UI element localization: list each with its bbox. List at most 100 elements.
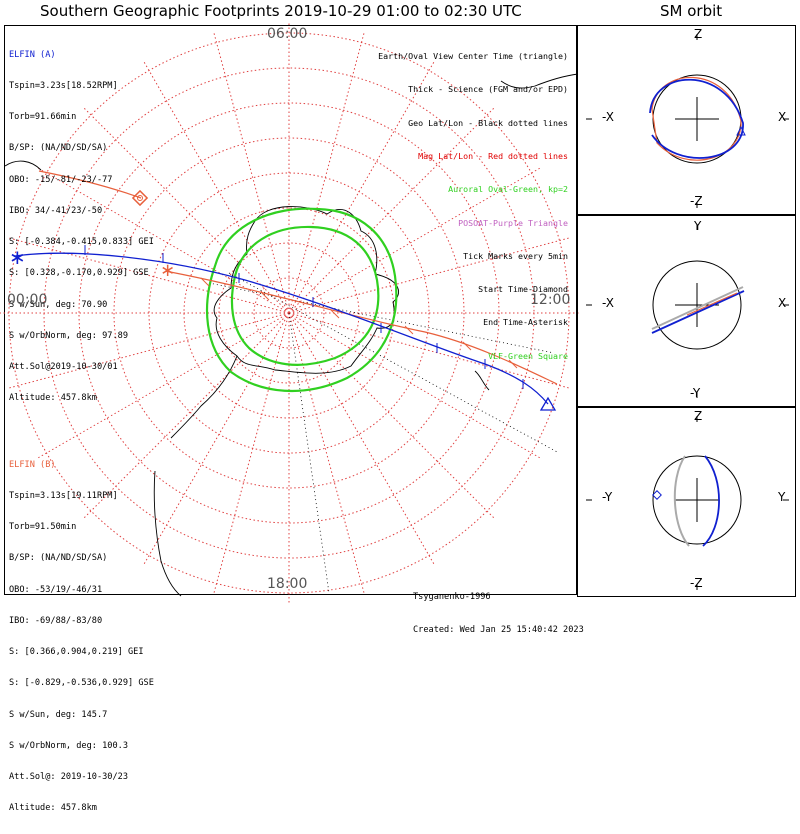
legend-item: Geo Lat/Lon - Black dotted lines [408, 117, 568, 128]
sm-panel-yz: Z -Z -Y Y [577, 407, 796, 597]
probe-b-line: S w/OrbNorm, deg: 100.3 [9, 740, 128, 751]
mag-lon-line [143, 312, 290, 565]
probe-b-tick-mark [200, 277, 210, 287]
mag-lat-circle [218, 242, 360, 384]
sm-orbit-xy-plot [586, 224, 789, 398]
probe-a-orbit [702, 455, 720, 547]
mag-lon-line [83, 107, 290, 314]
start-diamond [652, 490, 662, 500]
footprint-map: ∗∗ [0, 23, 579, 603]
legend-item: Earth/Oval View Center Time (triangle) [378, 51, 568, 62]
probe-b-tick-mark [462, 341, 472, 351]
sm-orbit-xz-plot [586, 34, 789, 208]
probe-a-line: S w/Sun, deg: 70.90 [9, 299, 108, 310]
probe-b-line: Torb=91.50min [9, 522, 77, 533]
mlt-label-top: 06:00 [267, 26, 308, 42]
mag-lon-line [288, 32, 365, 314]
sm-panel-xy: Y -Y -X X [577, 215, 796, 407]
mag-lon-line [37, 312, 290, 459]
probe-b-start-diamond [131, 189, 149, 207]
earth-circle [652, 260, 742, 350]
mag-lon-line [288, 312, 570, 389]
probe-a-line: S: [-0.384,-0.415,0.833] GEI [9, 237, 154, 248]
probe-b-line: OBO: -53/19/-46/31 [9, 584, 103, 595]
axis-label-top: Z [694, 409, 703, 423]
sm-orbit-yz-plot [586, 416, 789, 590]
geo-lat-lon-line [288, 312, 330, 594]
probe-a-line: OBO: -15/-81/-23/-77 [9, 174, 113, 185]
credits: Tsyganenko-1996 Created: Wed Jan 25 15:4… [413, 570, 584, 658]
mlt-label-right: 12:00 [530, 292, 571, 308]
probe-a-line: Altitude: 457.8km [9, 393, 97, 404]
mag-lat-circle [253, 277, 325, 349]
probe-a-line: Tspin=3.23s[18.52RPM] [9, 81, 118, 92]
axis-label-bottom: -Z [690, 194, 703, 208]
mag-lon-line [288, 237, 570, 314]
probe-b-track-segment [38, 170, 142, 199]
axis-label-right: X [778, 296, 787, 310]
sm-panel-xz: Z -Z -X X [577, 25, 796, 215]
legend-item: POSOAT-Purple Triangle [458, 217, 568, 228]
axis-label-left: -X [602, 110, 614, 124]
probe-a-line: IBO: 34/-41/23/-50 [9, 205, 103, 216]
axis-label-bottom: -Z [690, 576, 703, 590]
mag-lon-line [213, 32, 290, 314]
probe-a-line: B/SP: (NA/ND/SD/SA) [9, 143, 108, 154]
mag-lon-line [288, 107, 495, 314]
probe-b-line: B/SP: (NA/ND/SD/SA) [9, 553, 108, 564]
probe-a-line: S: [0.328,-0.170,0.929] GSE [9, 268, 149, 279]
credits-created: Created: Wed Jan 25 15:40:42 2023 [413, 625, 584, 635]
nz-coastline [474, 370, 490, 391]
probe-a-line: Torb=91.66min [9, 112, 77, 123]
axis-label-top: Y [694, 219, 702, 233]
australia-coastline [500, 73, 579, 89]
probe-b-line: Tspin=3.13s[19.11RPM] [9, 491, 118, 502]
africa-coastline [4, 160, 42, 171]
probe-b-line: S w/Sun, deg: 145.7 [9, 709, 108, 720]
probe-b-start-marker [137, 195, 143, 201]
probe-b-orbit [651, 286, 744, 330]
axis-label-bottom: -Y [690, 386, 701, 400]
mag-lon-line [288, 312, 541, 459]
axis-label-right: Y [778, 490, 786, 504]
mag-lon-line [213, 312, 290, 594]
probe-b-title: ELFIN (B) [9, 459, 56, 470]
mag-lat-circle [78, 102, 500, 524]
probe-b-line: IBO: -69/88/-83/80 [9, 615, 103, 626]
mag-lon-line [288, 167, 541, 314]
mag-lon-line [143, 61, 290, 314]
south-america-coastline [153, 470, 182, 597]
probe-a-info: ELFIN (A) Tspin=3.23s[18.52RPM] Torb=91.… [9, 29, 154, 424]
mag-lon-line [8, 237, 290, 314]
probe-b-line: Altitude: 457.8km [9, 803, 97, 814]
probe-b-info: ELFIN (B) Tspin=3.13s[19.11RPM] Torb=91.… [9, 439, 154, 834]
axis-label-left: -X [602, 296, 614, 310]
probe-b-tick-mark [330, 309, 340, 319]
probe-b-line: Att.Sol@: 2019-10-30/23 [9, 772, 128, 782]
mag-lon-line [8, 312, 290, 389]
probe-b-end-asterisk: ∗ [160, 260, 175, 281]
legend-item: Auroral Oval-Green, kp=2 [448, 184, 568, 195]
footprint-map-panel: ∗ ∗ ELFIN (A) Tspin=3.23s[18.52RPM] Torb=… [0, 23, 584, 813]
probe-a-end-asterisk: ∗ [9, 245, 26, 269]
probe-b-line: S: [0.366,0.904,0.219] GEI [9, 647, 144, 658]
antarctic-peninsula [170, 355, 238, 439]
chart-title: Southern Geographic Footprints 2019-10-2… [40, 2, 522, 20]
axis-label-left: -Y [602, 490, 613, 504]
probe-a-view-center-triangle [539, 396, 557, 411]
view-center-triangle [736, 125, 746, 136]
probe-a-track [14, 252, 549, 405]
geo-lat-lon-line [208, 282, 555, 354]
probe-b-tick-mark [404, 325, 414, 335]
mag-lon-line [288, 61, 435, 314]
auroral-oval-inner [230, 225, 380, 366]
mag-lat-circle [113, 137, 465, 489]
mlt-label-bottom: 18:00 [267, 576, 308, 592]
earth-circle [652, 455, 742, 545]
mag-lon-line [83, 312, 290, 519]
probe-a-line: Att.Sol@2019-10-30/01 [9, 362, 118, 372]
axis-label-right: X [778, 110, 787, 124]
mag-lon-line [288, 312, 365, 594]
legend-item: End Time-Asterisk [483, 317, 568, 328]
probe-a-line: S w/OrbNorm, deg: 97.89 [9, 330, 128, 341]
